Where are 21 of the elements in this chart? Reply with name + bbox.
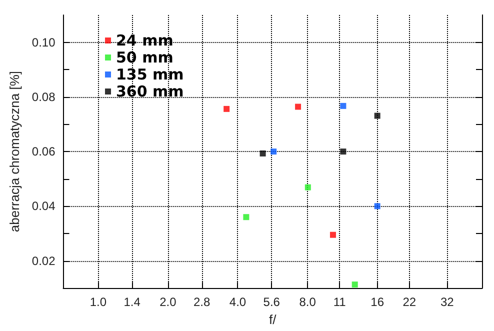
- x-tick-label: 4.0: [229, 295, 246, 310]
- x-tick-label: 1.4: [124, 295, 141, 310]
- y-tick-label: 0.08: [32, 90, 56, 104]
- legend-label: 135 mm: [116, 66, 184, 84]
- legend-label: 360 mm: [116, 82, 184, 100]
- legend-label: 50 mm: [116, 48, 174, 66]
- x-tick-label: 16: [370, 295, 384, 310]
- y-tick-label: 0.02: [32, 254, 56, 268]
- x-tick-label: 32: [440, 295, 454, 310]
- y-tick-label: 0.06: [32, 144, 56, 159]
- y-axis-title: aberracja chromatyczna [%]: [7, 70, 22, 232]
- x-tick-label: 1.0: [90, 295, 107, 310]
- x-tick-label: 22: [402, 295, 416, 310]
- x-tick-label: 5.6: [263, 295, 280, 310]
- y-tick-label: 0.10: [32, 35, 56, 50]
- x-tick-label: 8.0: [299, 295, 316, 310]
- y-tick-label: 0.04: [32, 199, 56, 214]
- x-tick-label: 2.0: [160, 295, 177, 310]
- x-axis-title: f/: [269, 312, 277, 327]
- x-tick-label: 2.8: [193, 295, 210, 310]
- x-tick-label: 11: [333, 295, 346, 310]
